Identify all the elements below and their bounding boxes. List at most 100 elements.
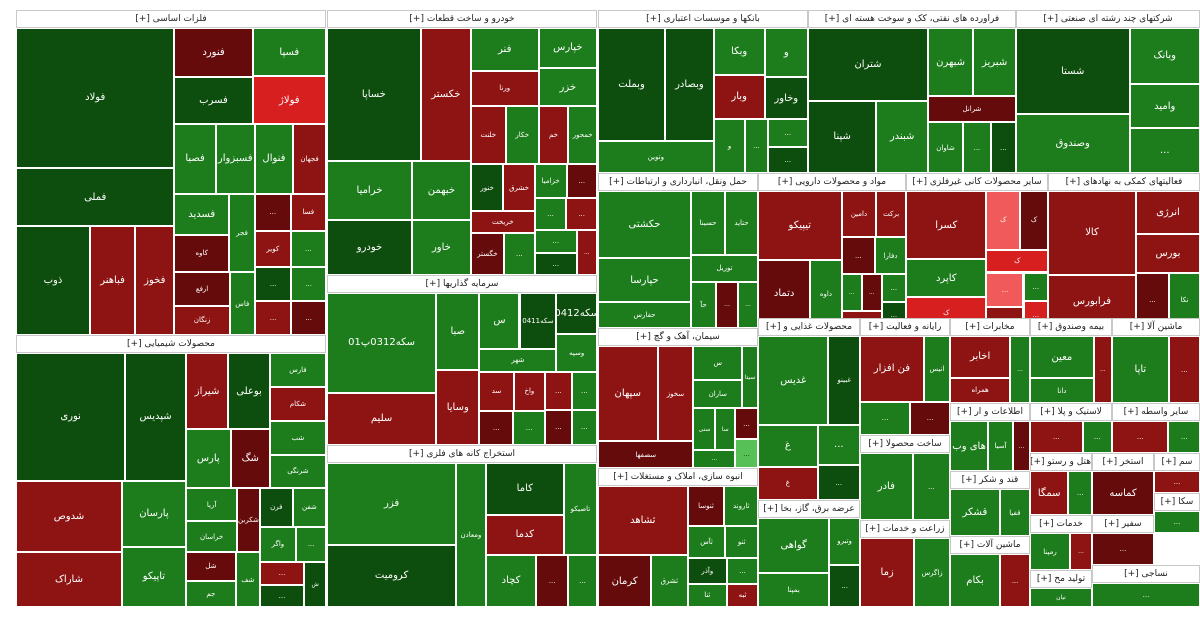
stock-tile[interactable]: ... (259, 584, 305, 607)
stock-tile[interactable]: واگر (259, 526, 297, 562)
stock-tile[interactable]: ... (860, 401, 911, 435)
stock-tile[interactable]: شبندر (876, 100, 928, 173)
stock-tile[interactable]: فسدید (174, 193, 230, 235)
stock-tile[interactable]: شکام (269, 387, 326, 422)
stock-tile[interactable]: صبا (436, 293, 480, 370)
stock-tile[interactable]: ... (503, 233, 535, 275)
stock-tile[interactable]: ارفع (174, 272, 230, 306)
stock-tile[interactable]: کاوه (174, 234, 230, 273)
stock-tile[interactable]: غدیس (758, 336, 829, 425)
stock-tile[interactable]: انرژی (1135, 191, 1200, 235)
sector-header[interactable]: حمل ونقل، انبارداری و ارتباطات [+] (598, 173, 758, 191)
stock-tile[interactable]: سا (715, 408, 736, 450)
stock-tile[interactable]: حپارسا (598, 258, 691, 302)
stock-tile[interactable]: ... (1092, 583, 1200, 607)
stock-tile[interactable]: ... (817, 424, 860, 466)
stock-tile[interactable]: ... (545, 371, 572, 410)
stock-tile[interactable]: حسینا (690, 191, 725, 255)
stock-tile[interactable]: خلنت (470, 106, 506, 165)
stock-tile[interactable]: ... (571, 371, 597, 410)
stock-tile[interactable]: ... (534, 198, 567, 231)
stock-tile[interactable]: خم (538, 106, 569, 165)
stock-tile[interactable]: فزر (327, 463, 457, 545)
stock-tile[interactable]: دتماد (758, 259, 811, 328)
stock-tile[interactable]: فنر (470, 28, 539, 71)
stock-tile[interactable]: دفارا (874, 237, 906, 275)
stock-tile[interactable]: ... (963, 122, 991, 173)
stock-tile[interactable]: ذوب (16, 226, 90, 335)
stock-tile[interactable]: س (479, 293, 520, 349)
stock-tile[interactable]: معین (1030, 336, 1094, 379)
stock-tile[interactable]: انیس (923, 336, 950, 402)
stock-tile[interactable]: ... (829, 564, 860, 607)
stock-tile[interactable]: ... (1112, 421, 1169, 453)
stock-tile[interactable]: خبهمن (411, 160, 471, 221)
stock-tile[interactable]: ... (576, 230, 597, 275)
stock-tile[interactable]: وبملت (598, 28, 666, 141)
stock-tile[interactable]: ... (841, 274, 862, 311)
stock-tile[interactable]: خگستر (470, 233, 504, 275)
stock-tile[interactable]: ... (291, 266, 326, 302)
stock-tile[interactable]: وتوین (598, 140, 714, 173)
stock-tile[interactable]: فنورد (174, 28, 253, 78)
stock-tile[interactable]: ساران (693, 380, 743, 409)
stock-tile[interactable]: ... (479, 411, 514, 445)
stock-tile[interactable]: ... (566, 164, 597, 199)
stock-tile[interactable]: ثاروند (724, 486, 758, 526)
stock-tile[interactable]: اخابر (950, 336, 1011, 378)
stock-tile[interactable]: کسرا (906, 191, 987, 259)
stock-tile[interactable]: ش (304, 561, 326, 607)
stock-tile[interactable]: ... (1154, 511, 1200, 533)
stock-tile[interactable]: تاپا (1112, 336, 1169, 403)
sector-header[interactable]: ساخت محصولا [+] (860, 435, 950, 453)
stock-tile[interactable]: خزر (538, 67, 597, 107)
stock-tile[interactable]: تیپیکو (758, 191, 842, 260)
stock-tile[interactable]: شب (269, 421, 326, 455)
sector-header[interactable]: سیمان، آهک و گچ [+] (598, 328, 758, 346)
sector-header[interactable]: هتل و رستو [+] (1030, 453, 1092, 471)
stock-tile[interactable]: کاما (485, 463, 564, 515)
stock-tile[interactable]: ... (1070, 533, 1092, 570)
stock-tile[interactable]: ... (910, 401, 950, 435)
sector-header[interactable]: تولید مح [+] (1030, 570, 1092, 588)
stock-tile[interactable]: شتران (808, 28, 928, 101)
stock-tile[interactable]: ... (1168, 421, 1200, 453)
sector-header[interactable]: سکا [+] (1154, 493, 1200, 511)
stock-tile[interactable]: حفارس (598, 301, 691, 328)
stock-tile[interactable]: ... (259, 561, 305, 585)
stock-tile[interactable]: و (713, 119, 746, 173)
stock-tile[interactable]: سنی (693, 408, 716, 450)
sector-header[interactable]: خودرو و ساخت قطعات [+] (327, 10, 597, 28)
stock-tile[interactable]: وآذر (687, 558, 728, 584)
stock-tile[interactable]: سلیم (327, 392, 437, 445)
stock-tile[interactable]: رمپنا (1030, 533, 1071, 570)
sector-header[interactable]: عرضه برق، گاز، بخا [+] (758, 500, 860, 518)
stock-tile[interactable]: های وب (950, 421, 989, 471)
stock-tile[interactable]: خکستر (420, 28, 471, 161)
stock-tile[interactable]: شگ (230, 429, 270, 489)
stock-tile[interactable]: ... (990, 122, 1016, 173)
stock-tile[interactable]: شاوان (927, 122, 964, 173)
stock-tile[interactable]: ... (841, 237, 875, 275)
sector-header[interactable]: ماشین آلات [+] (950, 536, 1030, 554)
stock-tile[interactable]: ... (291, 301, 326, 335)
stock-tile[interactable]: بوعلی (228, 353, 270, 430)
stock-tile[interactable]: وسایا (436, 370, 480, 445)
stock-tile[interactable]: کماسه (1092, 471, 1154, 515)
stock-tile[interactable]: ... (912, 453, 950, 520)
stock-tile[interactable]: سکه0312پ01 (327, 293, 437, 393)
stock-tile[interactable]: ... (534, 252, 577, 275)
stock-tile[interactable]: ... (296, 526, 326, 562)
stock-tile[interactable]: ... (1010, 336, 1030, 403)
stock-tile[interactable]: تاصیکو (563, 463, 597, 555)
sector-header[interactable]: مخابرات [+] (950, 318, 1030, 336)
stock-tile[interactable]: فولاد (16, 28, 175, 168)
stock-tile[interactable]: فاس (229, 272, 255, 335)
stock-tile[interactable]: خساپا (327, 28, 421, 161)
stock-tile[interactable]: ... (254, 193, 291, 231)
stock-tile[interactable]: وبار (713, 74, 765, 120)
stock-tile[interactable]: شبهرن (927, 28, 974, 97)
stock-tile[interactable]: ... (737, 281, 758, 328)
stock-tile[interactable]: زاگرس (914, 538, 950, 607)
sector-header[interactable]: سایر واسطه [+] (1112, 403, 1200, 421)
